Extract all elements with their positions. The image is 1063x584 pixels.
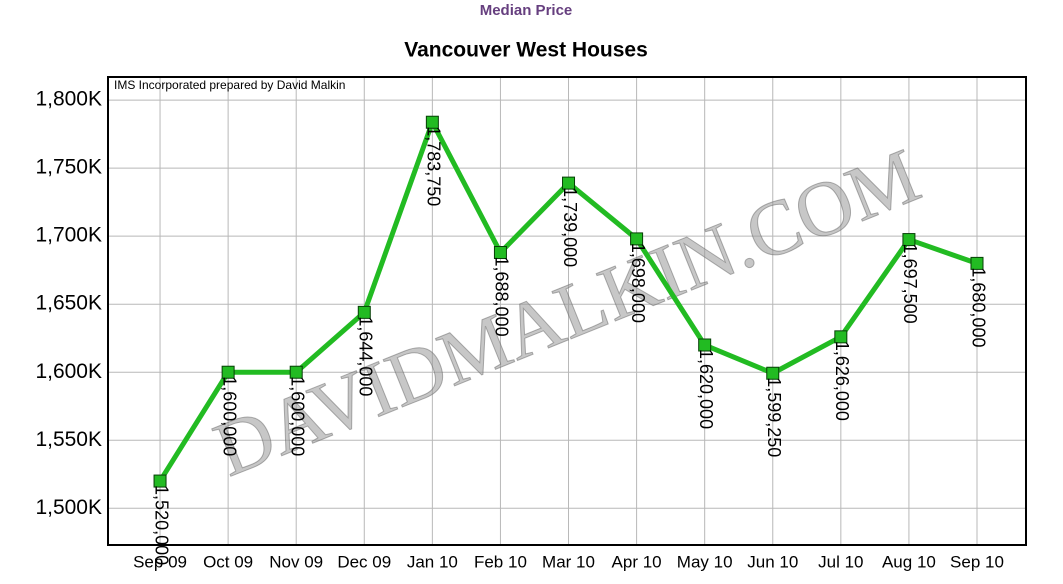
point <box>698 338 712 352</box>
x-tick-label: Jan 10 <box>407 552 458 571</box>
x-tick-label: May 10 <box>677 552 733 571</box>
point <box>357 305 371 319</box>
point <box>562 176 576 190</box>
point <box>493 246 507 259</box>
x-tick-label: Mar 10 <box>542 552 595 571</box>
y-tick-label: 1,600K <box>35 360 102 383</box>
value-label: 1,688,000 <box>492 257 512 337</box>
value-label: 1,599,250 <box>764 377 784 457</box>
x-tick-label: Feb 10 <box>474 552 527 571</box>
chart-header: Median Price <box>480 2 573 19</box>
value-label: 1,680,000 <box>968 267 988 347</box>
point <box>970 256 984 270</box>
point <box>153 474 167 488</box>
value-label: 1,600,000 <box>287 376 307 456</box>
value-label: 1,626,000 <box>832 341 852 421</box>
x-tick-label: Apr 10 <box>612 552 662 571</box>
point <box>902 233 916 247</box>
value-label: 1,783,750 <box>424 126 444 206</box>
x-tick-label: Dec 09 <box>337 552 391 571</box>
chart-title: Vancouver West Houses <box>404 39 648 62</box>
grid <box>108 77 1026 545</box>
point <box>834 330 848 344</box>
y-tick-label: 1,700K <box>35 224 102 247</box>
x-tick-label: Oct 09 <box>203 552 253 571</box>
y-tick-label: 1,750K <box>35 156 102 179</box>
x-tick-label: Aug 10 <box>882 552 936 571</box>
value-label: 1,520,000 <box>151 485 171 565</box>
point <box>630 232 644 246</box>
value-label: 1,698,000 <box>628 243 648 323</box>
x-tick-label: Jul 10 <box>818 552 863 571</box>
y-tick-label: 1,550K <box>35 428 102 451</box>
point <box>766 366 780 380</box>
plot-frame <box>107 76 1027 546</box>
point <box>289 365 303 379</box>
point <box>221 365 235 379</box>
point <box>425 115 439 129</box>
x-tick-label: Jun 10 <box>747 552 798 571</box>
x-tick-label: Nov 09 <box>269 552 323 571</box>
y-tick-label: 1,800K <box>35 88 102 111</box>
value-label: 1,697,500 <box>900 244 920 324</box>
value-label: 1,600,000 <box>219 376 239 456</box>
value-label: 1,644,000 <box>356 316 376 396</box>
y-tick-label: 1,500K <box>35 496 102 519</box>
note: IMS Incorporated prepared by David Malki… <box>114 78 345 92</box>
x-tick-label: Sep 09 <box>133 552 187 571</box>
x-tick-label: Sep 10 <box>950 552 1004 571</box>
value-label: 1,620,000 <box>696 349 716 429</box>
y-tick-label: 1,650K <box>35 292 102 315</box>
value-label: 1,739,000 <box>560 187 580 267</box>
